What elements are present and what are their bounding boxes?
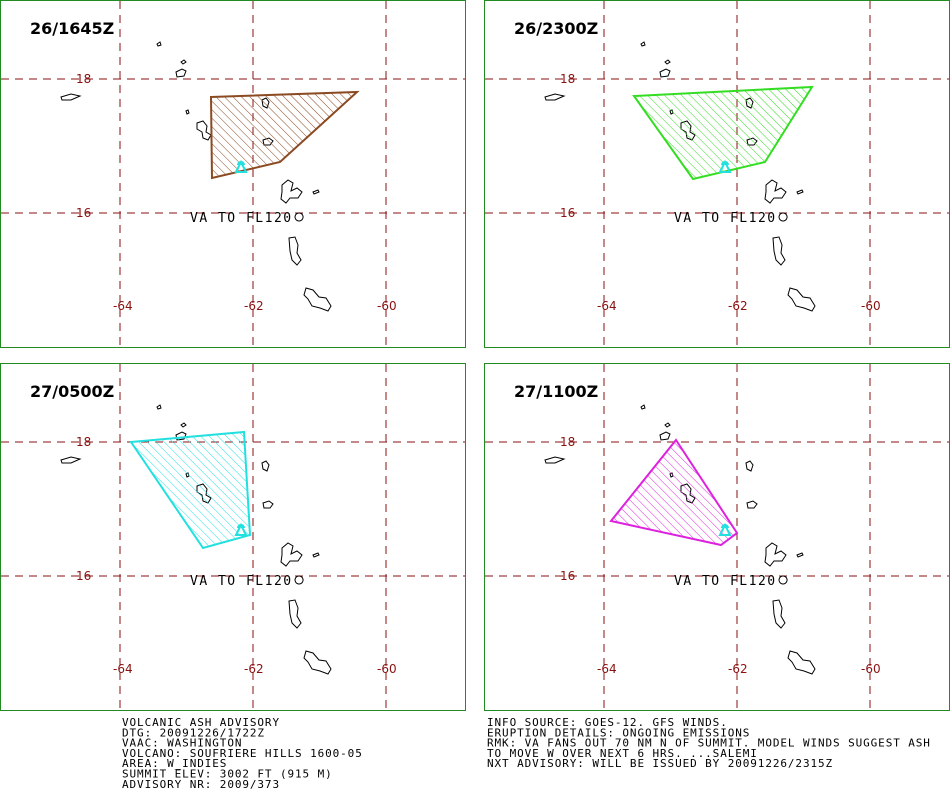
island-outline	[544, 93, 566, 101]
island-outline	[280, 179, 303, 204]
longitude-label: -64	[113, 299, 133, 313]
longitude-label: -64	[113, 662, 133, 676]
island-outline	[778, 575, 788, 585]
volcano-symbol	[234, 522, 248, 536]
island-outline	[288, 236, 302, 266]
island-outline	[60, 456, 82, 464]
longitude-label: -62	[244, 662, 264, 676]
advisory-line: INFO SOURCE: GOES-12. GFS WINDS.	[487, 716, 728, 729]
longitude-label: -60	[861, 662, 881, 676]
island-outline	[294, 212, 304, 222]
island-outline	[180, 422, 187, 428]
island-outline	[664, 59, 671, 65]
advisory-line: RMK: VA FANS OUT 70 NM N OF SUMMIT. MODE…	[487, 737, 931, 750]
advisory-line: ERUPTION DETAILS: ONGOING EMISSIONS	[487, 726, 750, 739]
island-outline	[764, 179, 787, 204]
advisory-line: SUMMIT ELEV: 3002 FT (915 M)	[122, 768, 333, 781]
latitude-label: 16	[560, 206, 575, 220]
ash-level-label: VA TO FL120	[674, 574, 777, 589]
island-outline	[294, 575, 304, 585]
valid-time: 26/1645Z	[30, 19, 114, 38]
island-outline	[180, 59, 187, 65]
island-outline	[745, 460, 754, 472]
ash-cloud	[609, 438, 739, 547]
advisory-line: VOLCANO: SOUFRIERE HILLS 1600-05	[122, 747, 363, 760]
island-outline	[156, 41, 162, 47]
island-outline	[156, 404, 162, 410]
island-outline	[778, 212, 788, 222]
island-outline	[303, 287, 332, 312]
map-panel: 27/0500Z 18 16 -64 -62 -60 VA TO FL120	[0, 363, 466, 711]
longitude-label: -60	[377, 299, 397, 313]
island-outline	[772, 599, 786, 629]
longitude-label: -62	[728, 662, 748, 676]
island-outline	[261, 460, 270, 472]
island-outline	[796, 189, 804, 195]
ash-level-label: VA TO FL120	[190, 574, 293, 589]
valid-time: 27/0500Z	[30, 382, 114, 401]
advisory-line: ADVISORY NR: 2009/373	[122, 778, 280, 791]
island-outline	[280, 542, 303, 567]
advisory-line: AREA: W_INDIES	[122, 757, 227, 770]
ash-cloud	[632, 85, 814, 181]
island-outline	[659, 68, 671, 78]
island-outline	[640, 41, 646, 47]
map-panel: 26/1645Z 18 16 -64 -62 -60 VA TO FL120	[0, 0, 466, 348]
advisory-line: VAAC: WASHINGTON	[122, 737, 242, 750]
island-outline	[312, 552, 320, 558]
island-outline	[659, 431, 671, 441]
island-outline	[746, 500, 758, 509]
map-panel: 27/1100Z 18 16 -64 -62 -60 VA TO FL120	[484, 363, 950, 711]
advisory-line: TO MOVE W OVER NEXT 6 HRS. ...SALEMI	[487, 747, 758, 760]
ash-level-label: VA TO FL120	[190, 211, 293, 226]
island-outline	[544, 456, 566, 464]
longitude-label: -60	[377, 662, 397, 676]
valid-time: 26/2300Z	[514, 19, 598, 38]
island-outline	[640, 404, 646, 410]
volcano-symbol	[718, 159, 732, 173]
volcano-symbol	[234, 159, 248, 173]
ash-level-label: VA TO FL120	[674, 211, 777, 226]
longitude-label: -62	[728, 299, 748, 313]
ash-cloud	[209, 90, 360, 180]
island-outline	[312, 189, 320, 195]
island-outline	[764, 542, 787, 567]
valid-time: 27/1100Z	[514, 382, 598, 401]
island-outline	[664, 422, 671, 428]
latitude-label: 16	[76, 569, 91, 583]
advisory-line: DTG: 20091226/1722Z	[122, 726, 265, 739]
longitude-label: -60	[861, 299, 881, 313]
advisory-line: NXT ADVISORY: WILL BE ISSUED BY 20091226…	[487, 757, 833, 770]
latitude-label: 18	[76, 435, 91, 449]
island-outline	[60, 93, 82, 101]
latitude-label: 18	[560, 72, 575, 86]
advisory-line: VOLCANIC ASH ADVISORY	[122, 716, 280, 729]
latitude-label: 18	[76, 72, 91, 86]
island-outline	[175, 68, 187, 78]
island-outline	[288, 599, 302, 629]
island-outline	[196, 120, 212, 141]
map-panel: 26/2300Z 18 16 -64 -62 -60 VA TO FL120	[484, 0, 950, 348]
island-outline	[185, 109, 190, 115]
longitude-label: -64	[597, 662, 617, 676]
island-outline	[772, 236, 786, 266]
longitude-label: -62	[244, 299, 264, 313]
longitude-label: -64	[597, 299, 617, 313]
island-outline	[262, 500, 274, 509]
latitude-label: 16	[76, 206, 91, 220]
island-outline	[796, 552, 804, 558]
latitude-label: 16	[560, 569, 575, 583]
island-outline	[787, 287, 816, 312]
ash-cloud	[129, 430, 252, 550]
island-outline	[303, 650, 332, 675]
volcano-symbol	[718, 522, 732, 536]
island-outline	[787, 650, 816, 675]
latitude-label: 18	[560, 435, 575, 449]
